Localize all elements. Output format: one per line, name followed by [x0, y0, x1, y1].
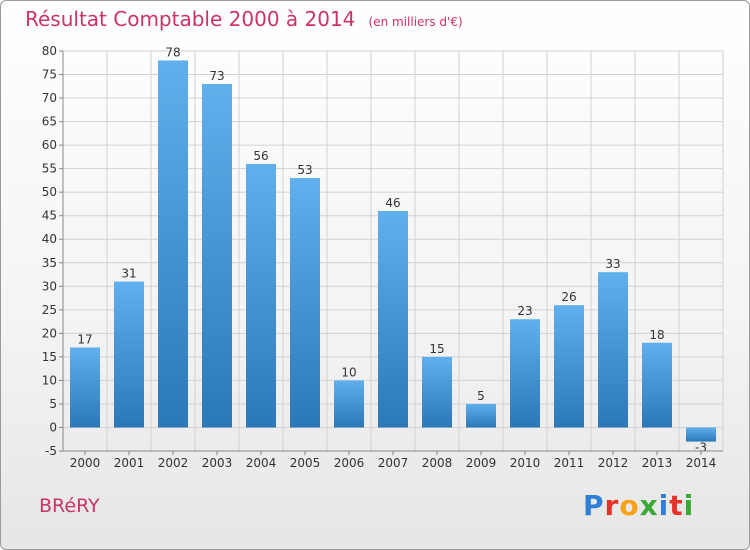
axis-layer: -5 0 5 10 15 20 25 30 35 40 45 50 55 60 65 70 75 80 2000 20… — [42, 44, 723, 470]
bar-2000 — [70, 347, 100, 428]
bar-2010 — [510, 319, 540, 428]
y-tick-label: 0 — [49, 420, 57, 434]
x-tick-label: 2014 — [686, 456, 717, 470]
y-tick-label: 55 — [42, 162, 57, 176]
proxiti-logo: Proxiti — [583, 489, 694, 522]
logo-letter: t — [669, 489, 684, 522]
bar-layer — [70, 60, 716, 442]
y-tick-label: 40 — [42, 232, 57, 246]
bar-2014 — [686, 427, 716, 442]
logo-letter: r — [604, 489, 620, 522]
value-label: 46 — [385, 196, 400, 210]
value-label: 26 — [561, 290, 576, 304]
x-tick-label: 2011 — [554, 456, 585, 470]
bar-2001 — [114, 281, 144, 428]
logo-letter: x — [639, 489, 659, 522]
x-tick-label: 2005 — [290, 456, 321, 470]
commune-name: BRéRY — [39, 495, 100, 517]
value-label: 10 — [341, 365, 356, 379]
value-label: 15 — [429, 342, 444, 356]
x-tick-label: 2010 — [510, 456, 541, 470]
y-tick-label: 65 — [42, 115, 57, 129]
bar-2011 — [554, 305, 584, 428]
y-tick-label: 45 — [42, 209, 57, 223]
bar-2007 — [378, 211, 408, 428]
y-tick-label: 50 — [42, 185, 57, 199]
x-tick-label: 2013 — [642, 456, 673, 470]
bar-2004 — [246, 163, 276, 428]
x-tick-label: 2008 — [422, 456, 453, 470]
value-label: 31 — [121, 267, 136, 281]
bar-2009 — [466, 403, 496, 428]
x-tick-label: 2007 — [378, 456, 409, 470]
title-row: Résultat Comptable 2000 à 2014 (en milli… — [25, 7, 463, 31]
x-tick-label: 2009 — [466, 456, 497, 470]
logo-letter: P — [583, 489, 605, 522]
y-tick-label: 80 — [42, 44, 57, 58]
x-tick-label: 2004 — [246, 456, 277, 470]
value-label: 18 — [649, 328, 664, 342]
value-label: 78 — [165, 45, 180, 59]
y-tick-label: 35 — [42, 256, 57, 270]
value-label: 5 — [477, 389, 485, 403]
y-tick-label: 30 — [42, 279, 57, 293]
y-tick-label: 15 — [42, 350, 57, 364]
bar-2003 — [202, 83, 232, 428]
x-tick-label: 2012 — [598, 456, 629, 470]
label-layer: 17 31 78 73 56 53 10 46 15 5 23 26 33 18 -3 — [77, 45, 707, 454]
value-label: 73 — [209, 69, 224, 83]
value-label: 23 — [517, 304, 532, 318]
bar-2008 — [422, 356, 452, 428]
y-tick-label: 10 — [42, 373, 57, 387]
x-tick-label: 2003 — [202, 456, 233, 470]
value-label: 33 — [605, 257, 620, 271]
bar-2002 — [158, 60, 188, 428]
y-tick-label: 75 — [42, 68, 57, 82]
y-tick-label: 60 — [42, 138, 57, 152]
y-tick-label: 20 — [42, 326, 57, 340]
y-tick-label: 70 — [42, 91, 57, 105]
x-tick-label: 2002 — [158, 456, 189, 470]
chart-title: Résultat Comptable 2000 à 2014 — [25, 7, 356, 31]
value-label: -3 — [695, 441, 707, 455]
bar-2005 — [290, 178, 320, 428]
value-label: 53 — [297, 163, 312, 177]
logo-letter: o — [619, 489, 640, 522]
logo-letter: i — [683, 489, 695, 522]
bar-2013 — [642, 342, 672, 428]
bar-2006 — [334, 380, 364, 428]
logo-letter: i — [658, 489, 670, 522]
value-label: 56 — [253, 149, 268, 163]
x-tick-label: 2006 — [334, 456, 365, 470]
chart-subtitle: (en milliers d'€) — [368, 15, 463, 29]
x-tick-label: 2001 — [114, 456, 145, 470]
y-tick-label: 5 — [49, 397, 57, 411]
value-label: 17 — [77, 332, 92, 346]
bar-2012 — [598, 272, 628, 428]
y-tick-label: -5 — [45, 444, 57, 458]
x-tick-label: 2000 — [70, 456, 101, 470]
y-tick-label: 25 — [42, 303, 57, 317]
